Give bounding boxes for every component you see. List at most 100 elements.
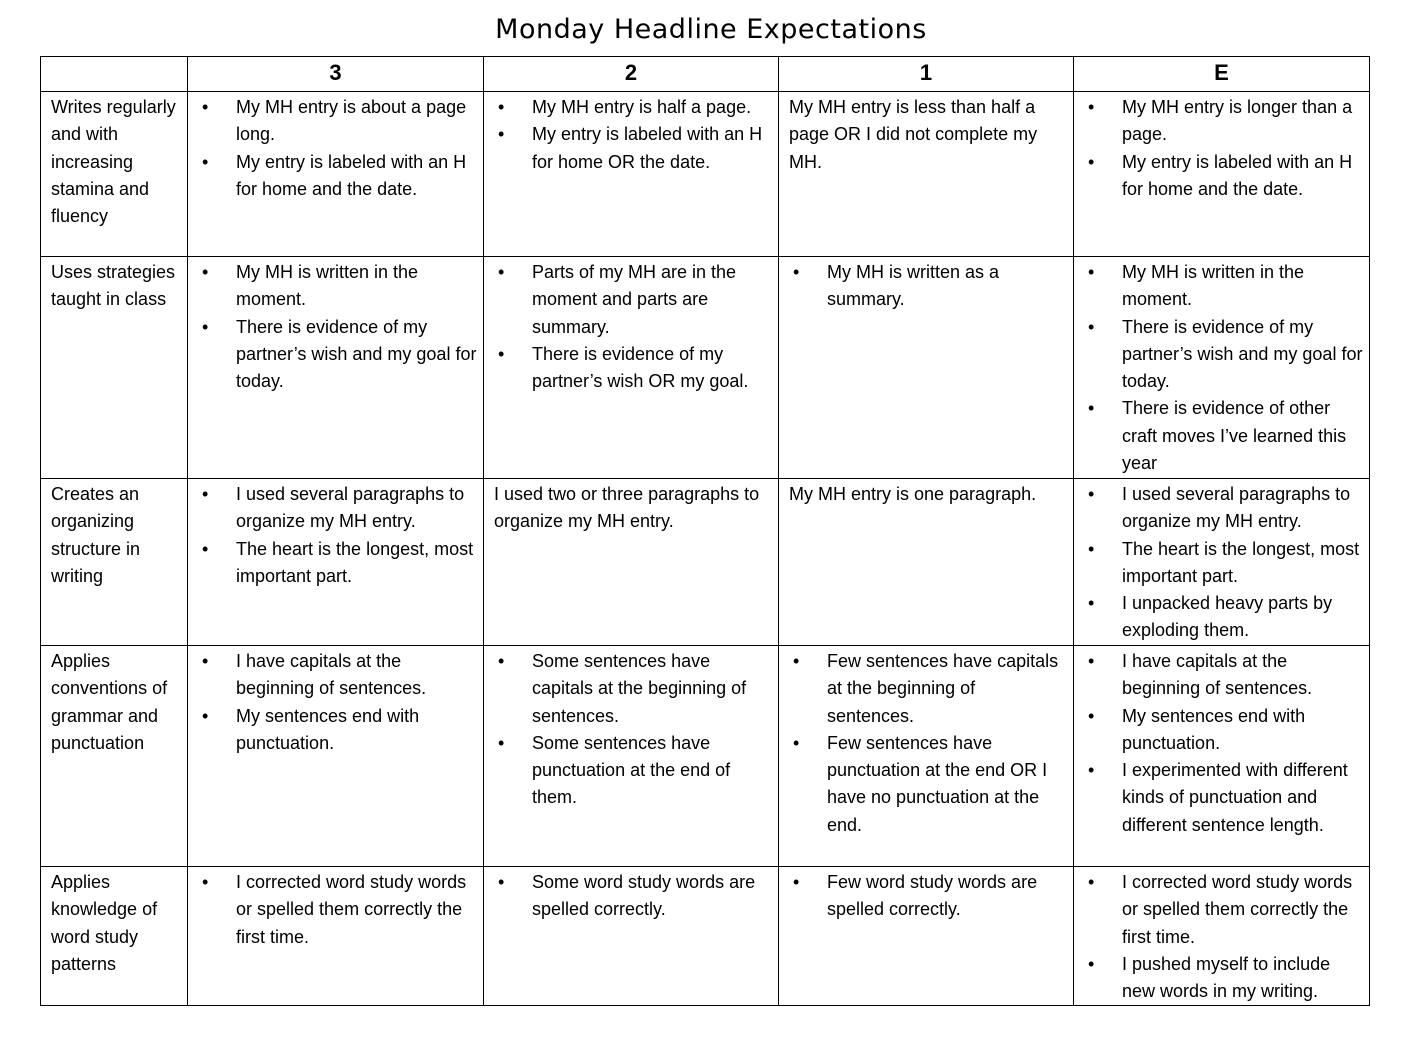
bullet-list: • I corrected word study words or spelled…: [198, 869, 477, 951]
bullet-icon: •: [793, 651, 800, 671]
cell-text: My MH entry is less than half a page OR …: [789, 97, 1038, 172]
bullet-icon: •: [202, 316, 209, 337]
bullet-icon: •: [1088, 953, 1095, 974]
list-item: • Some word study words are spelled corre…: [494, 869, 772, 924]
list-item-text: Some word study words are spelled correc…: [532, 872, 756, 920]
list-item: • Some sentences have capitals at the beg…: [494, 648, 772, 730]
list-item: • I used several paragraphs to organize m…: [198, 481, 477, 536]
list-item: • I unpacked heavy parts by exploding the…: [1084, 590, 1363, 645]
rubric-cell: • Few sentences have capitals at the begi…: [778, 645, 1074, 867]
bullet-icon: •: [1088, 538, 1095, 559]
table-row: Uses strategies taught in class • My MH is…: [40, 256, 1370, 479]
list-item-text: I corrected word study words or spelled …: [1122, 872, 1353, 947]
list-item: • Few sentences have capitals at the begi…: [789, 648, 1067, 730]
list-item: • My MH is written as a summary.: [789, 259, 1067, 314]
list-item: • Few word study words are spelled correc…: [789, 869, 1067, 924]
bullet-list: • I corrected word study words or spelled…: [1084, 869, 1363, 1005]
bullet-icon: •: [498, 732, 505, 753]
list-item: • My MH entry is longer than a page.: [1084, 94, 1363, 149]
list-item-text: I experimented with different kinds of p…: [1122, 760, 1348, 835]
rubric-cell: • My MH is written as a summary.: [778, 256, 1074, 479]
list-item-text: I used several paragraphs to organize my…: [236, 484, 465, 532]
rubric-cell: • I used several paragraphs to organize m…: [187, 478, 484, 646]
rubric-cell: • My MH is written in the moment. • There i…: [187, 256, 484, 479]
rubric-cell: • My MH entry is longer than a page. • My e…: [1073, 91, 1370, 257]
list-item: • My entry is labeled with an H for home …: [198, 149, 477, 204]
bullet-icon: •: [793, 872, 800, 892]
bullet-list: • Parts of my MH are in the moment and pa…: [494, 259, 772, 395]
bullet-icon: •: [202, 705, 209, 726]
bullet-icon: •: [1088, 151, 1095, 172]
bullet-list: • My MH is written as a summary.: [789, 259, 1067, 314]
bullet-icon: •: [202, 97, 209, 117]
header-score-e: E: [1073, 56, 1370, 92]
bullet-icon: •: [1088, 705, 1095, 726]
bullet-icon: •: [1088, 593, 1095, 614]
bullet-list: • My MH is written in the moment. • There i…: [198, 259, 477, 395]
bullet-icon: •: [1088, 316, 1095, 337]
rubric-cell: • Some word study words are spelled corre…: [483, 865, 779, 1007]
list-item-text: The heart is the longest, most important…: [236, 538, 474, 586]
list-item-text: There is evidence of my partner’s wish O…: [532, 343, 749, 392]
bullet-icon: •: [498, 97, 505, 117]
list-item: • I used several paragraphs to organize m…: [1084, 481, 1363, 536]
list-item: • There is evidence of my partner’s wish …: [494, 341, 772, 396]
list-item: • My entry is labeled with an H for home …: [494, 121, 772, 176]
list-item: • My MH entry is about a page long.: [198, 94, 477, 149]
bullet-icon: •: [1088, 872, 1095, 892]
list-item: • My sentences end with punctuation.: [1084, 703, 1363, 758]
list-item-text: I have capitals at the beginning of sent…: [1122, 651, 1313, 699]
bullet-icon: •: [202, 872, 209, 892]
bullet-icon: •: [202, 538, 209, 559]
rubric-cell: • I have capitals at the beginning of sen…: [1073, 645, 1370, 867]
bullet-icon: •: [793, 732, 800, 753]
header-score-2: 2: [483, 56, 779, 92]
list-item: • I have capitals at the beginning of sen…: [1084, 648, 1363, 703]
bullet-icon: •: [202, 651, 209, 671]
rubric-cell: • I corrected word study words or spelled…: [187, 865, 484, 1007]
list-item: • My sentences end with punctuation.: [198, 703, 477, 758]
table-row: Applies conventions of grammar and punct…: [40, 645, 1370, 867]
list-item: • There is evidence of my partner’s wish …: [198, 314, 477, 396]
bullet-icon: •: [793, 262, 800, 282]
bullet-list: • Few sentences have capitals at the begi…: [789, 648, 1067, 839]
list-item: • Parts of my MH are in the moment and pa…: [494, 259, 772, 341]
row-criterion: Applies knowledge of word study patterns: [40, 865, 188, 1007]
table-row: Creates an organizing structure in writi…: [40, 478, 1370, 646]
list-item-text: I have capitals at the beginning of sent…: [236, 651, 427, 699]
list-item-text: My MH is written in the moment.: [1122, 262, 1305, 310]
header-cell-blank: [40, 56, 188, 92]
list-item: • My MH is written in the moment.: [1084, 259, 1363, 314]
rubric-cell: My MH entry is less than half a page OR …: [778, 91, 1074, 257]
bullet-list: • I have capitals at the beginning of sen…: [1084, 648, 1363, 839]
list-item: • There is evidence of my partner’s wish …: [1084, 314, 1363, 396]
list-item-text: My entry is labeled with an H for home O…: [532, 124, 763, 172]
bullet-list: • Some word study words are spelled corre…: [494, 869, 772, 924]
bullet-icon: •: [498, 124, 505, 145]
bullet-list: • My MH entry is longer than a page. • My e…: [1084, 94, 1363, 203]
bullet-list: • My MH entry is about a page long. • My en…: [198, 94, 477, 203]
table-row: Writes regularly and with increasing sta…: [40, 91, 1370, 257]
list-item: • My MH entry is half a page.: [494, 94, 772, 121]
list-item: • My MH is written in the moment.: [198, 259, 477, 314]
bullet-icon: •: [498, 343, 505, 364]
list-item-text: My MH entry is longer than a page.: [1122, 97, 1353, 145]
header-score-3: 3: [187, 56, 484, 92]
bullet-icon: •: [1088, 760, 1095, 781]
list-item: • Some sentences have punctuation at the …: [494, 730, 772, 812]
header-score-1: 1: [778, 56, 1074, 92]
list-item-text: I pushed myself to include new words in …: [1122, 953, 1331, 1002]
page-title: Monday Headline Expectations: [495, 14, 927, 45]
rubric-cell: • My MH entry is half a page. • My entry is…: [483, 91, 779, 257]
bullet-list: • My MH is written in the moment. • There i…: [1084, 259, 1363, 477]
bullet-list: • I used several paragraphs to organize m…: [1084, 481, 1363, 645]
list-item-text: My MH entry is about a page long.: [236, 97, 467, 145]
bullet-icon: •: [498, 651, 505, 671]
list-item-text: The heart is the longest, most important…: [1122, 538, 1360, 586]
table-row: Applies knowledge of word study patterns…: [40, 865, 1370, 1007]
bullet-icon: •: [1088, 97, 1095, 117]
bullet-list: • Some sentences have capitals at the beg…: [494, 648, 772, 812]
list-item-text: Few word study words are spelled correct…: [827, 872, 1038, 920]
